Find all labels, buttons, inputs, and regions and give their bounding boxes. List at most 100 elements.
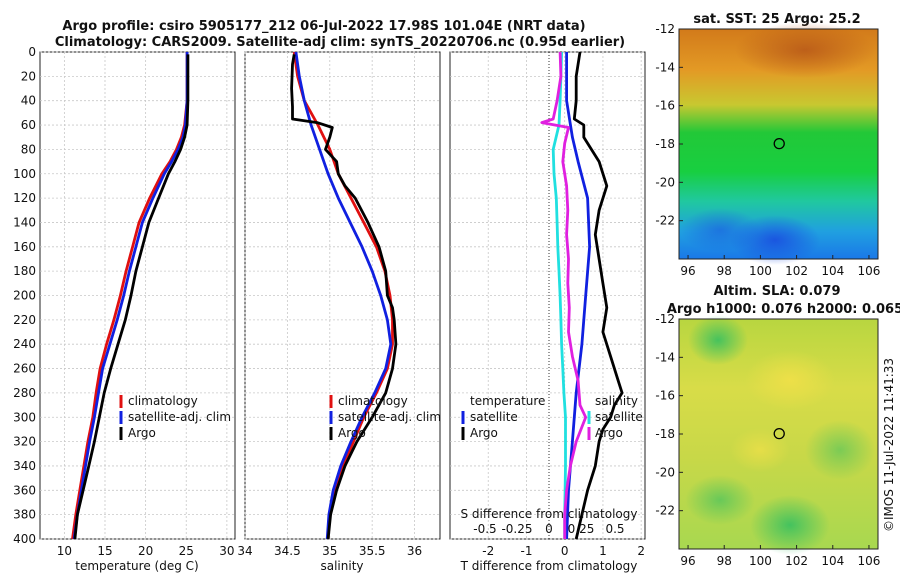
- sla-high-patch: [745, 350, 835, 410]
- y-tick-label: 320: [13, 435, 36, 449]
- map-y-tick-label: -12: [655, 22, 675, 36]
- difference-legend-temperature: temperature satellite Argo: [461, 394, 545, 440]
- x-tick-label: 35: [322, 544, 337, 558]
- legend-title-temperature: temperature: [470, 394, 545, 408]
- temperature-panel: 0 20 40 60 80 100 120 140 160 180 200 220 240 260 280 3…: [13, 45, 236, 573]
- y-tick-label: 400: [13, 532, 36, 546]
- y-tick-label: 260: [13, 362, 36, 376]
- sst-warm-patch: [735, 22, 875, 78]
- sst-argo-location-marker: [773, 137, 785, 150]
- sla-argo-location-marker: [773, 427, 785, 440]
- series-line-climatology: [292, 51, 394, 540]
- legend-label-argo: Argo: [128, 426, 156, 440]
- map-y-tick-label: -22: [655, 214, 675, 228]
- x-tick-label: 36: [407, 544, 422, 558]
- salinity-panel: 34 34.5 35 35.5 36 salinity: [237, 51, 441, 573]
- map-x-tick-label: 102: [785, 554, 808, 568]
- map-y-tick-label: -12: [655, 312, 675, 326]
- map-x-tick-label: 100: [749, 264, 772, 278]
- series-line-temperature-satellite: [565, 52, 591, 540]
- legend-label-sal-argo: Argo: [595, 426, 623, 440]
- sst-cool-patch: [680, 208, 760, 252]
- map-y-tick-label: -16: [655, 389, 675, 403]
- y-tick-label: 20: [21, 69, 36, 83]
- series-line-argo: [290, 54, 398, 540]
- series-line-salinity-satellite: [551, 51, 567, 539]
- map-y-tick-label: -14: [655, 60, 675, 74]
- figure-title-line2: Climatology: CARS2009. Satellite-adj cli…: [55, 35, 625, 50]
- y-tick-label: 80: [21, 142, 36, 156]
- y-tick-label: 300: [13, 410, 36, 424]
- sla-map-title-line1: Altim. SLA: 0.079: [714, 284, 841, 299]
- legend-title-salinity: salinity: [595, 394, 638, 408]
- legend-label-satellite: satellite-adj. clim: [338, 410, 441, 424]
- map-x-tick-label: 106: [858, 264, 881, 278]
- y-tick-label: 360: [13, 483, 36, 497]
- y-tick-label: 0: [28, 45, 36, 59]
- legend-label-argo: Argo: [338, 426, 366, 440]
- x-tick-label: -1: [520, 544, 532, 558]
- map-y-tick-label: -22: [655, 504, 675, 518]
- map-y-tick-label: -20: [655, 465, 675, 479]
- legend-label-temp-satellite: satellite: [470, 410, 518, 424]
- map-x-tick-label: 98: [717, 554, 732, 568]
- map-x-tick-label: 102: [785, 264, 808, 278]
- sla-low-patch: [685, 475, 755, 525]
- map-x-tick-label: 104: [821, 264, 844, 278]
- x-tick-label: 35.5: [359, 544, 386, 558]
- y-tick-label: 240: [13, 337, 36, 351]
- x-tick-label: 30: [219, 544, 234, 558]
- sla-low-patch: [805, 420, 875, 480]
- x-tick-label: 20: [138, 544, 153, 558]
- s-tick-label: -0.25: [501, 522, 532, 536]
- legend-label-satellite: satellite-adj. clim: [128, 410, 231, 424]
- difference-legend-salinity: salinity satellite Argo: [587, 394, 643, 440]
- map-x-tick-label: 98: [717, 264, 732, 278]
- y-tick-label: 180: [13, 264, 36, 278]
- s-tick-label: 0: [545, 522, 553, 536]
- temperature-xlabel: temperature (deg C): [75, 559, 198, 573]
- x-tick-label: 34: [237, 544, 252, 558]
- x-tick-label: 34.5: [274, 544, 301, 558]
- figure-title-line1: Argo profile: csiro 5905177_212 06-Jul-2…: [62, 19, 585, 34]
- x-tick-label: 0: [561, 544, 569, 558]
- temperature-legend: climatology satellite-adj. clim Argo: [119, 394, 231, 440]
- x-tick-label: 15: [97, 544, 112, 558]
- x-tick-label: 25: [179, 544, 194, 558]
- y-tick-label: 380: [13, 508, 36, 522]
- t-difference-xlabel: T difference from climatology: [460, 559, 638, 573]
- y-tick-label: 140: [13, 215, 36, 229]
- y-tick-label: 340: [13, 459, 36, 473]
- map-x-tick-label: 100: [749, 554, 772, 568]
- s-tick-label: 0.5: [605, 522, 624, 536]
- y-tick-label: 200: [13, 289, 36, 303]
- x-tick-label: 2: [637, 544, 645, 558]
- map-y-tick-label: -14: [655, 350, 675, 364]
- y-tick-label: 40: [21, 94, 36, 108]
- map-x-tick-label: 96: [680, 264, 695, 278]
- legend-label-climatology: climatology: [128, 394, 198, 408]
- s-difference-axis-label: S difference from climatology: [461, 507, 638, 521]
- map-x-tick-label: 106: [858, 554, 881, 568]
- y-tick-label: 120: [13, 191, 36, 205]
- map-y-tick-label: -20: [655, 175, 675, 189]
- sla-high-patch: [730, 428, 790, 472]
- series-line-temperature-argo: [572, 51, 624, 540]
- map-x-tick-label: 96: [680, 554, 695, 568]
- y-tick-label: 280: [13, 386, 36, 400]
- map-x-tick-label: 104: [821, 554, 844, 568]
- legend-label-climatology: climatology: [338, 394, 408, 408]
- sla-map-title-line2: Argo h1000: 0.076 h2000: 0.065: [667, 302, 900, 317]
- difference-panel: -2 -1 0 1 2 S difference from climatology -0…: [449, 51, 646, 573]
- x-tick-label: 1: [599, 544, 607, 558]
- y-tick-label: 100: [13, 167, 36, 181]
- sst-map: 96 98 100 102 104 106 -12 -14 -16 -18 -20 -22: [655, 22, 880, 278]
- s-tick-label: -0.5: [473, 522, 496, 536]
- y-tick-label: 60: [21, 118, 36, 132]
- legend-label-sal-satellite: satellite: [595, 410, 643, 424]
- sla-low-patch: [688, 315, 748, 365]
- salinity-xlabel: salinity: [320, 559, 363, 573]
- salinity-legend: climatology satellite-adj. clim Argo: [329, 394, 441, 440]
- series-line-satellite-adj-clim: [294, 51, 393, 540]
